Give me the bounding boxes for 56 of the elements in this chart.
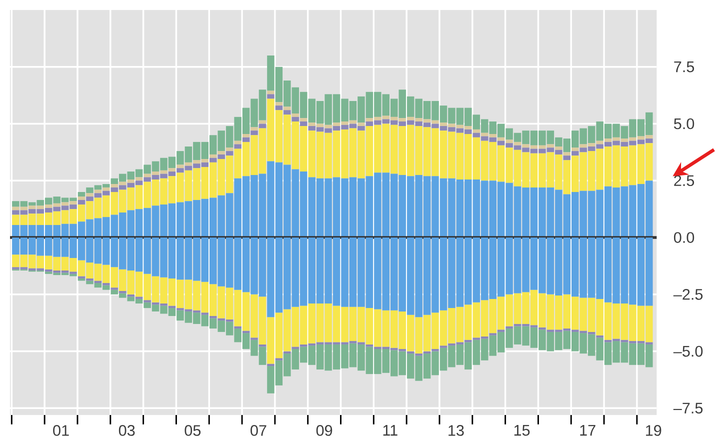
bar [571, 148, 579, 152]
bar [284, 351, 291, 354]
bar [464, 340, 472, 342]
bar [218, 151, 225, 154]
bar [234, 326, 242, 329]
bar [284, 106, 291, 110]
x-tick-label: 01 [53, 425, 69, 436]
y-tick-label: 2.5 [674, 175, 694, 186]
y-tick-label: 5.0 [674, 118, 694, 130]
bar [563, 152, 571, 156]
y-tick-label: 0.0 [674, 232, 694, 243]
bar [292, 116, 300, 122]
x-tick-label: 03 [118, 425, 135, 436]
y-tick-label: –2.5 [673, 288, 703, 300]
bar [119, 290, 126, 294]
bar [284, 110, 291, 115]
x-tick-label: 15 [514, 425, 530, 436]
x-tick-label: 11 [383, 425, 398, 436]
bar [538, 327, 546, 330]
x-tick-label: 19 [646, 425, 662, 436]
x-tick-label: 07 [250, 425, 266, 436]
bar [267, 94, 274, 99]
bar [78, 196, 86, 200]
bar [596, 335, 604, 338]
bar [258, 120, 266, 124]
bar [267, 364, 274, 366]
bar [563, 156, 571, 160]
bar [86, 278, 94, 281]
bar [250, 127, 258, 131]
bar [127, 294, 134, 297]
bar [94, 280, 102, 284]
bar [300, 118, 308, 122]
x-tick-label: 17 [580, 425, 596, 436]
bar [234, 144, 242, 149]
bar [210, 154, 217, 158]
bar [275, 106, 283, 110]
bar [300, 121, 308, 126]
bar [267, 90, 274, 94]
y-tick-label: –7.5 [673, 402, 703, 414]
x-tick-label: 05 [184, 425, 201, 436]
bar [250, 130, 258, 136]
bar [275, 102, 283, 106]
bar [292, 114, 300, 117]
y-tick-label: 7.5 [674, 62, 694, 72]
bar [258, 124, 266, 128]
bar [506, 326, 513, 329]
bar [292, 346, 300, 350]
bar [242, 134, 250, 138]
x-tick-label: 13 [448, 425, 464, 436]
y-tick-label: –5.0 [673, 346, 703, 357]
x-tick-label: 09 [316, 425, 332, 436]
bar [472, 129, 480, 133]
bar [242, 137, 250, 142]
bar [226, 148, 234, 152]
bar [86, 193, 94, 197]
bar [234, 140, 242, 144]
